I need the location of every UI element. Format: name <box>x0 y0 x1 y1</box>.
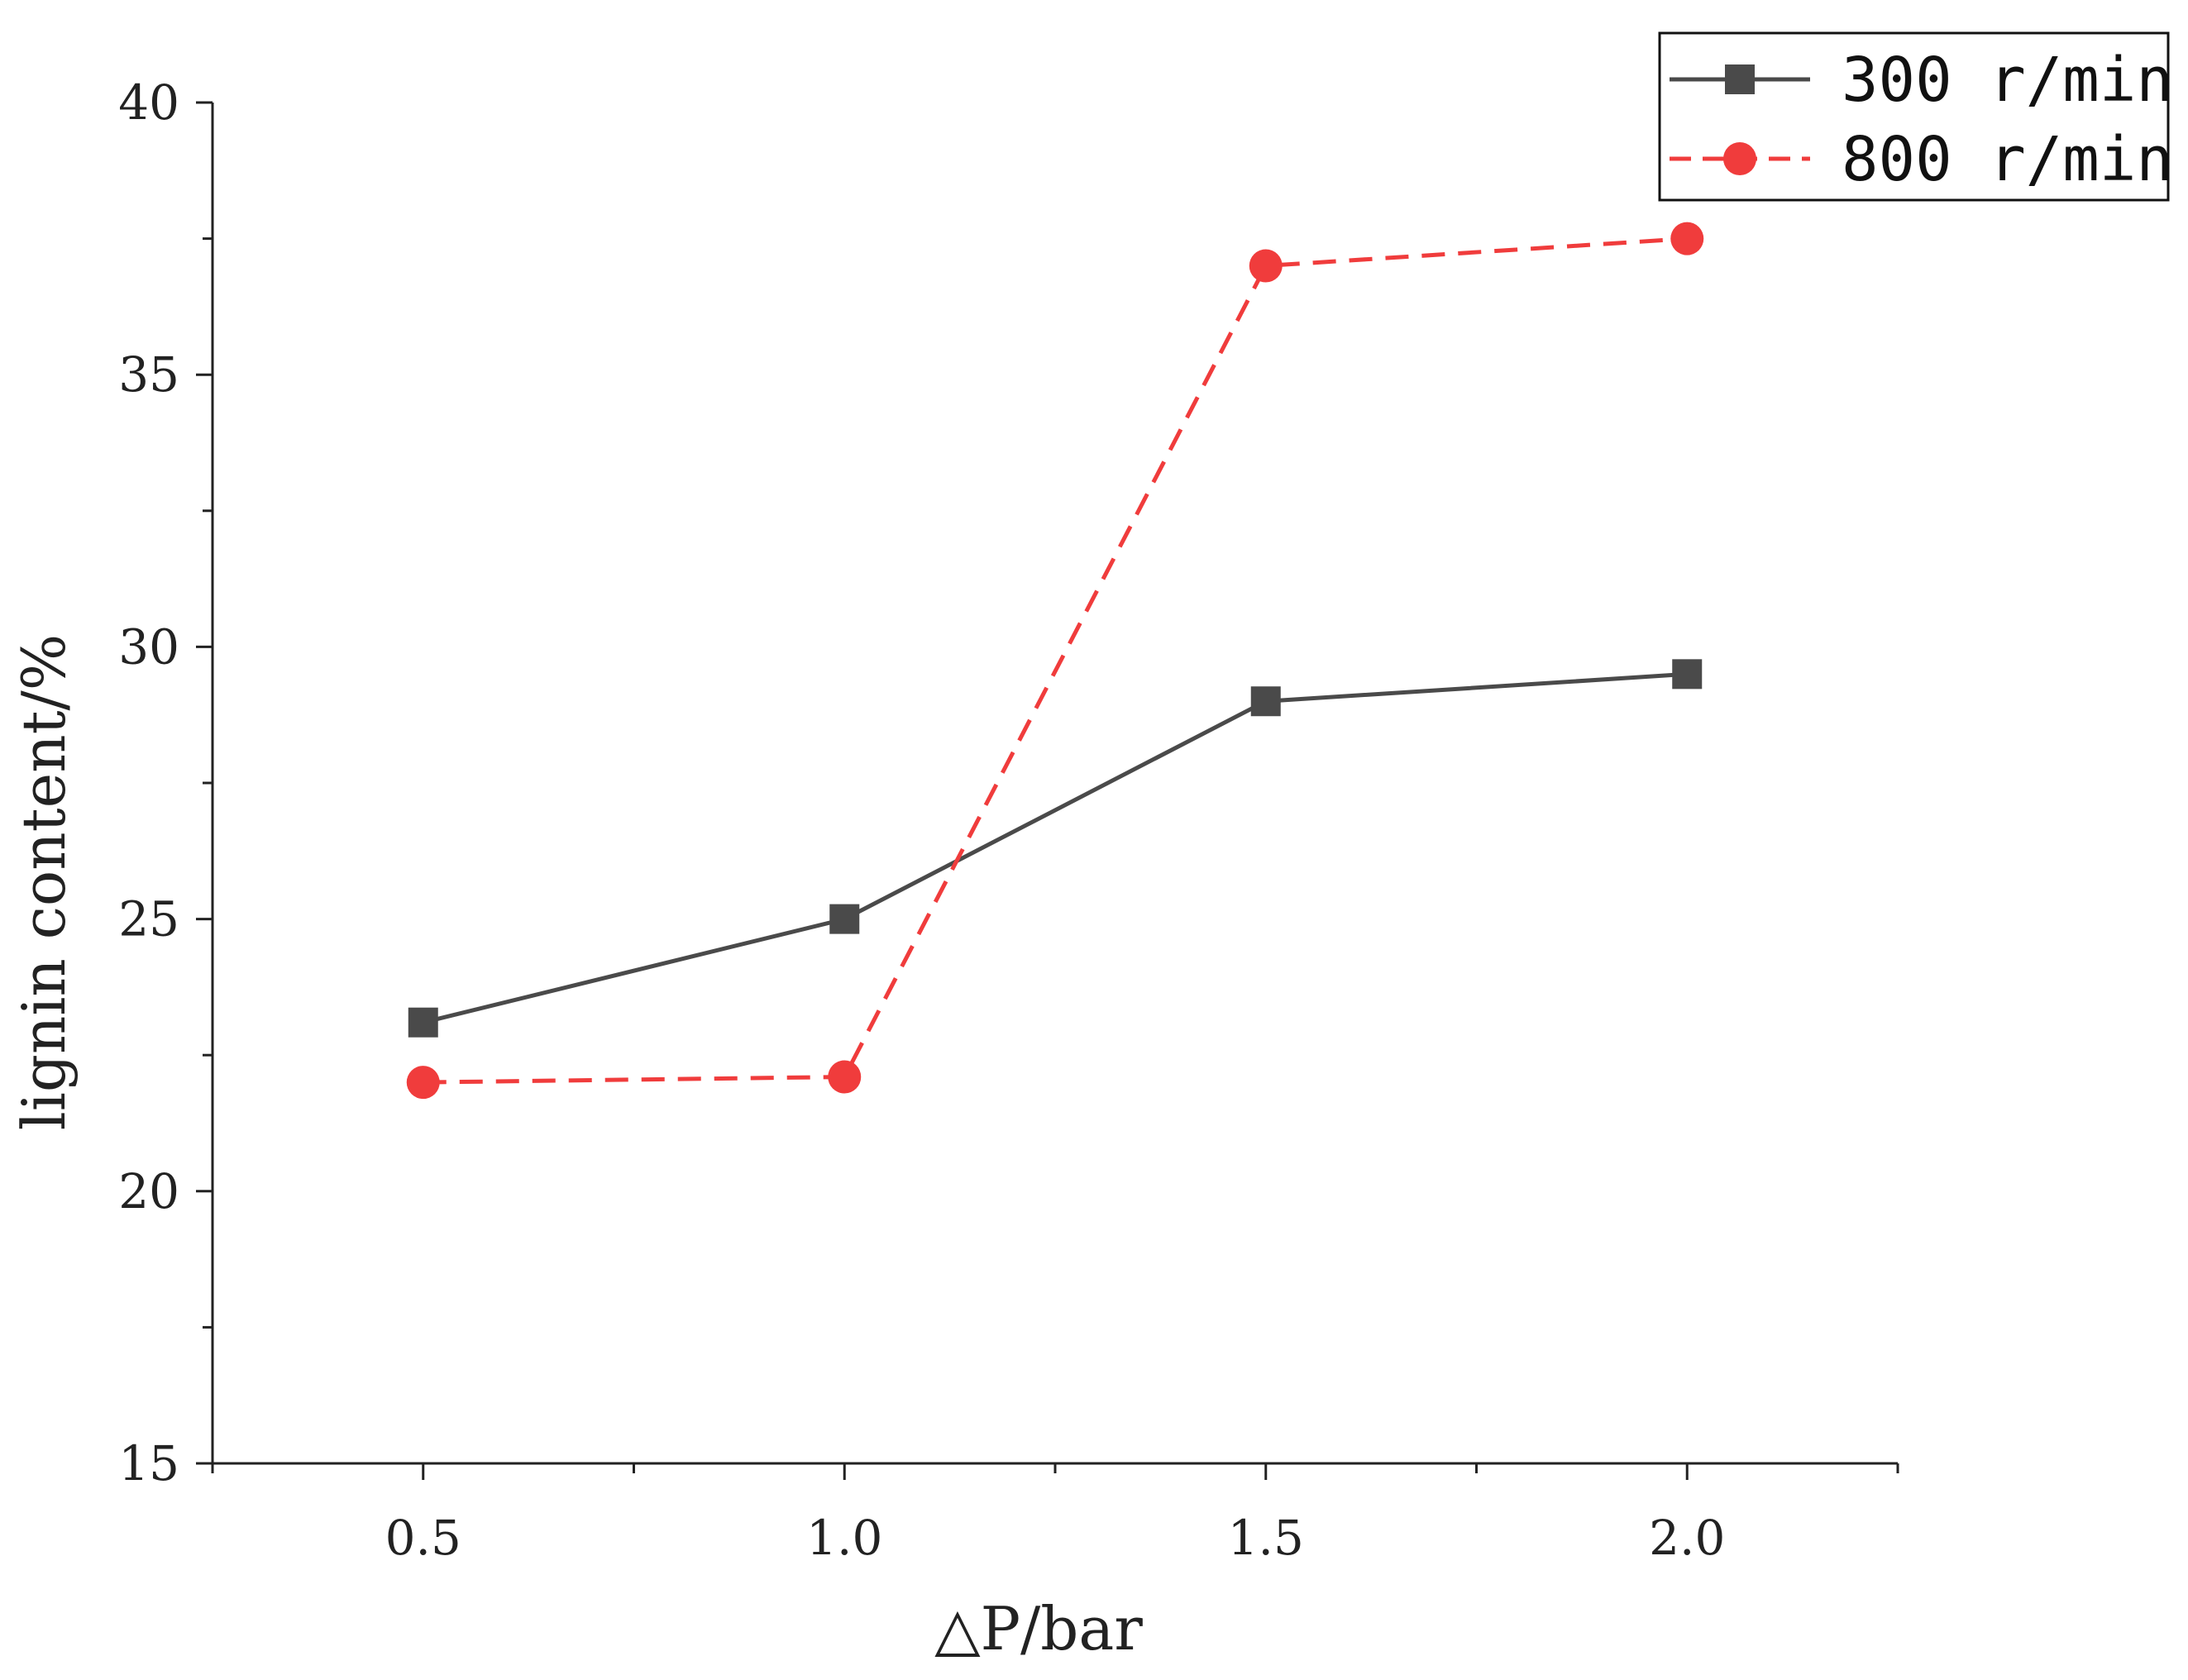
series-300-r-min <box>408 659 1703 1038</box>
series-800-r-min <box>406 222 1704 1100</box>
data-point-marker <box>829 904 860 934</box>
y-axis-title: lignin content/% <box>9 634 79 1130</box>
data-series <box>406 222 1704 1100</box>
y-tick-label: 30 <box>118 618 179 675</box>
axis-ticks: 0.5 1.0 1.5 2.0 15 20 25 30 35 40 <box>118 74 1899 1566</box>
x-tick-label: 1.5 <box>1228 1510 1304 1566</box>
series-line <box>423 236 1688 1085</box>
legend-label: 300 r/min <box>1842 45 2173 116</box>
y-tick-label: 15 <box>118 1435 179 1491</box>
x-tick-label: 1.0 <box>806 1510 882 1566</box>
y-tick-label: 40 <box>118 74 179 131</box>
data-point-marker <box>1672 659 1703 690</box>
x-tick-label: 2.0 <box>1649 1510 1725 1566</box>
x-tick-label: 0.5 <box>385 1510 461 1566</box>
legend-marker-swatch <box>1723 142 1756 175</box>
y-tick-label: 35 <box>118 346 179 403</box>
y-tick-label: 25 <box>118 891 179 947</box>
legend: 300 r/min 800 r/min <box>1658 31 2173 202</box>
legend-label: 800 r/min <box>1842 124 2173 195</box>
data-point-marker <box>408 1007 438 1038</box>
data-point-marker <box>1249 249 1283 283</box>
x-axis-title: △P/bar <box>934 1594 1143 1663</box>
legend-marker-swatch <box>1725 64 1755 94</box>
data-point-marker <box>1670 222 1704 255</box>
data-point-marker <box>1250 686 1281 717</box>
series-line <box>423 671 1688 1025</box>
legend-item: 800 r/min <box>1670 124 2173 195</box>
y-tick-label: 20 <box>118 1163 179 1219</box>
data-point-marker <box>406 1066 440 1100</box>
legend-item: 300 r/min <box>1670 45 2173 116</box>
data-point-marker <box>828 1060 862 1094</box>
